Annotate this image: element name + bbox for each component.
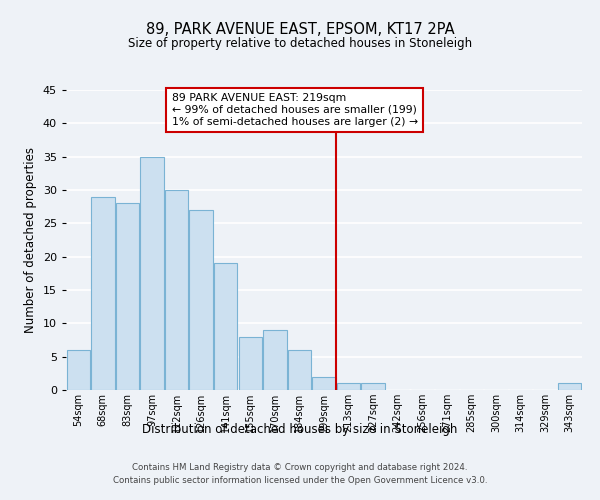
Bar [91,196,115,390]
Bar [116,204,139,390]
Bar [288,350,311,390]
Bar [214,264,238,390]
Text: Contains HM Land Registry data © Crown copyright and database right 2024.
Contai: Contains HM Land Registry data © Crown c… [113,463,487,485]
Bar [140,156,164,390]
Bar [337,384,360,390]
Bar [361,384,385,390]
Bar [263,330,287,390]
Y-axis label: Number of detached properties: Number of detached properties [24,147,37,333]
Bar [558,384,581,390]
Text: 89, PARK AVENUE EAST, EPSOM, KT17 2PA: 89, PARK AVENUE EAST, EPSOM, KT17 2PA [146,22,454,38]
Bar [239,336,262,390]
Bar [190,210,213,390]
Bar [67,350,90,390]
Text: Distribution of detached houses by size in Stoneleigh: Distribution of detached houses by size … [142,422,458,436]
Text: Size of property relative to detached houses in Stoneleigh: Size of property relative to detached ho… [128,38,472,51]
Bar [313,376,335,390]
Bar [165,190,188,390]
Text: 89 PARK AVENUE EAST: 219sqm
← 99% of detached houses are smaller (199)
1% of sem: 89 PARK AVENUE EAST: 219sqm ← 99% of det… [172,94,418,126]
